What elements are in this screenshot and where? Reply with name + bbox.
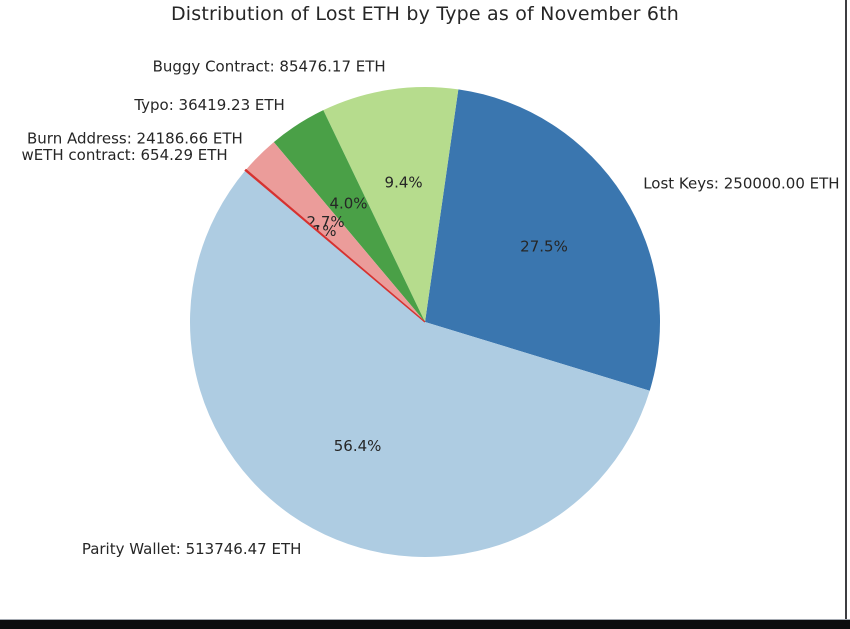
pie-slice-parity-wallet xyxy=(189,170,650,558)
pie-slice-typo xyxy=(273,110,425,323)
slice-pct-lost-keys: 27.5% xyxy=(520,237,568,255)
slice-pct-typo: 4.0% xyxy=(329,195,367,213)
slice-label-lost-keys: Lost Keys: 250000.00 ETH xyxy=(643,174,839,192)
slice-label-burn-address: Burn Address: 24186.66 ETH xyxy=(27,130,243,148)
slice-label-typo: Typo: 36419.23 ETH xyxy=(133,96,284,114)
slice-pct-parity-wallet: 56.4% xyxy=(334,437,382,455)
slice-label-buggy-contract: Buggy Contract: 85476.17 ETH xyxy=(153,58,386,76)
pie-slice-weth-contract xyxy=(244,168,426,323)
slice-label-weth-contract: wETH contract: 654.29 ETH xyxy=(21,146,227,164)
slice-label-parity-wallet: Parity Wallet: 513746.47 ETH xyxy=(82,540,302,558)
slice-pct-burn-address: 2.7% xyxy=(307,213,345,231)
pie-slice-buggy-contract xyxy=(323,86,459,322)
slice-pct-buggy-contract: 9.4% xyxy=(385,174,423,192)
window-bottom-bar xyxy=(0,619,850,629)
chart-title: Distribution of Lost ETH by Type as of N… xyxy=(170,3,680,25)
pie-slice-burn-address xyxy=(246,142,425,322)
pie-slice-lost-keys xyxy=(425,89,661,391)
window-border-right xyxy=(845,0,847,620)
